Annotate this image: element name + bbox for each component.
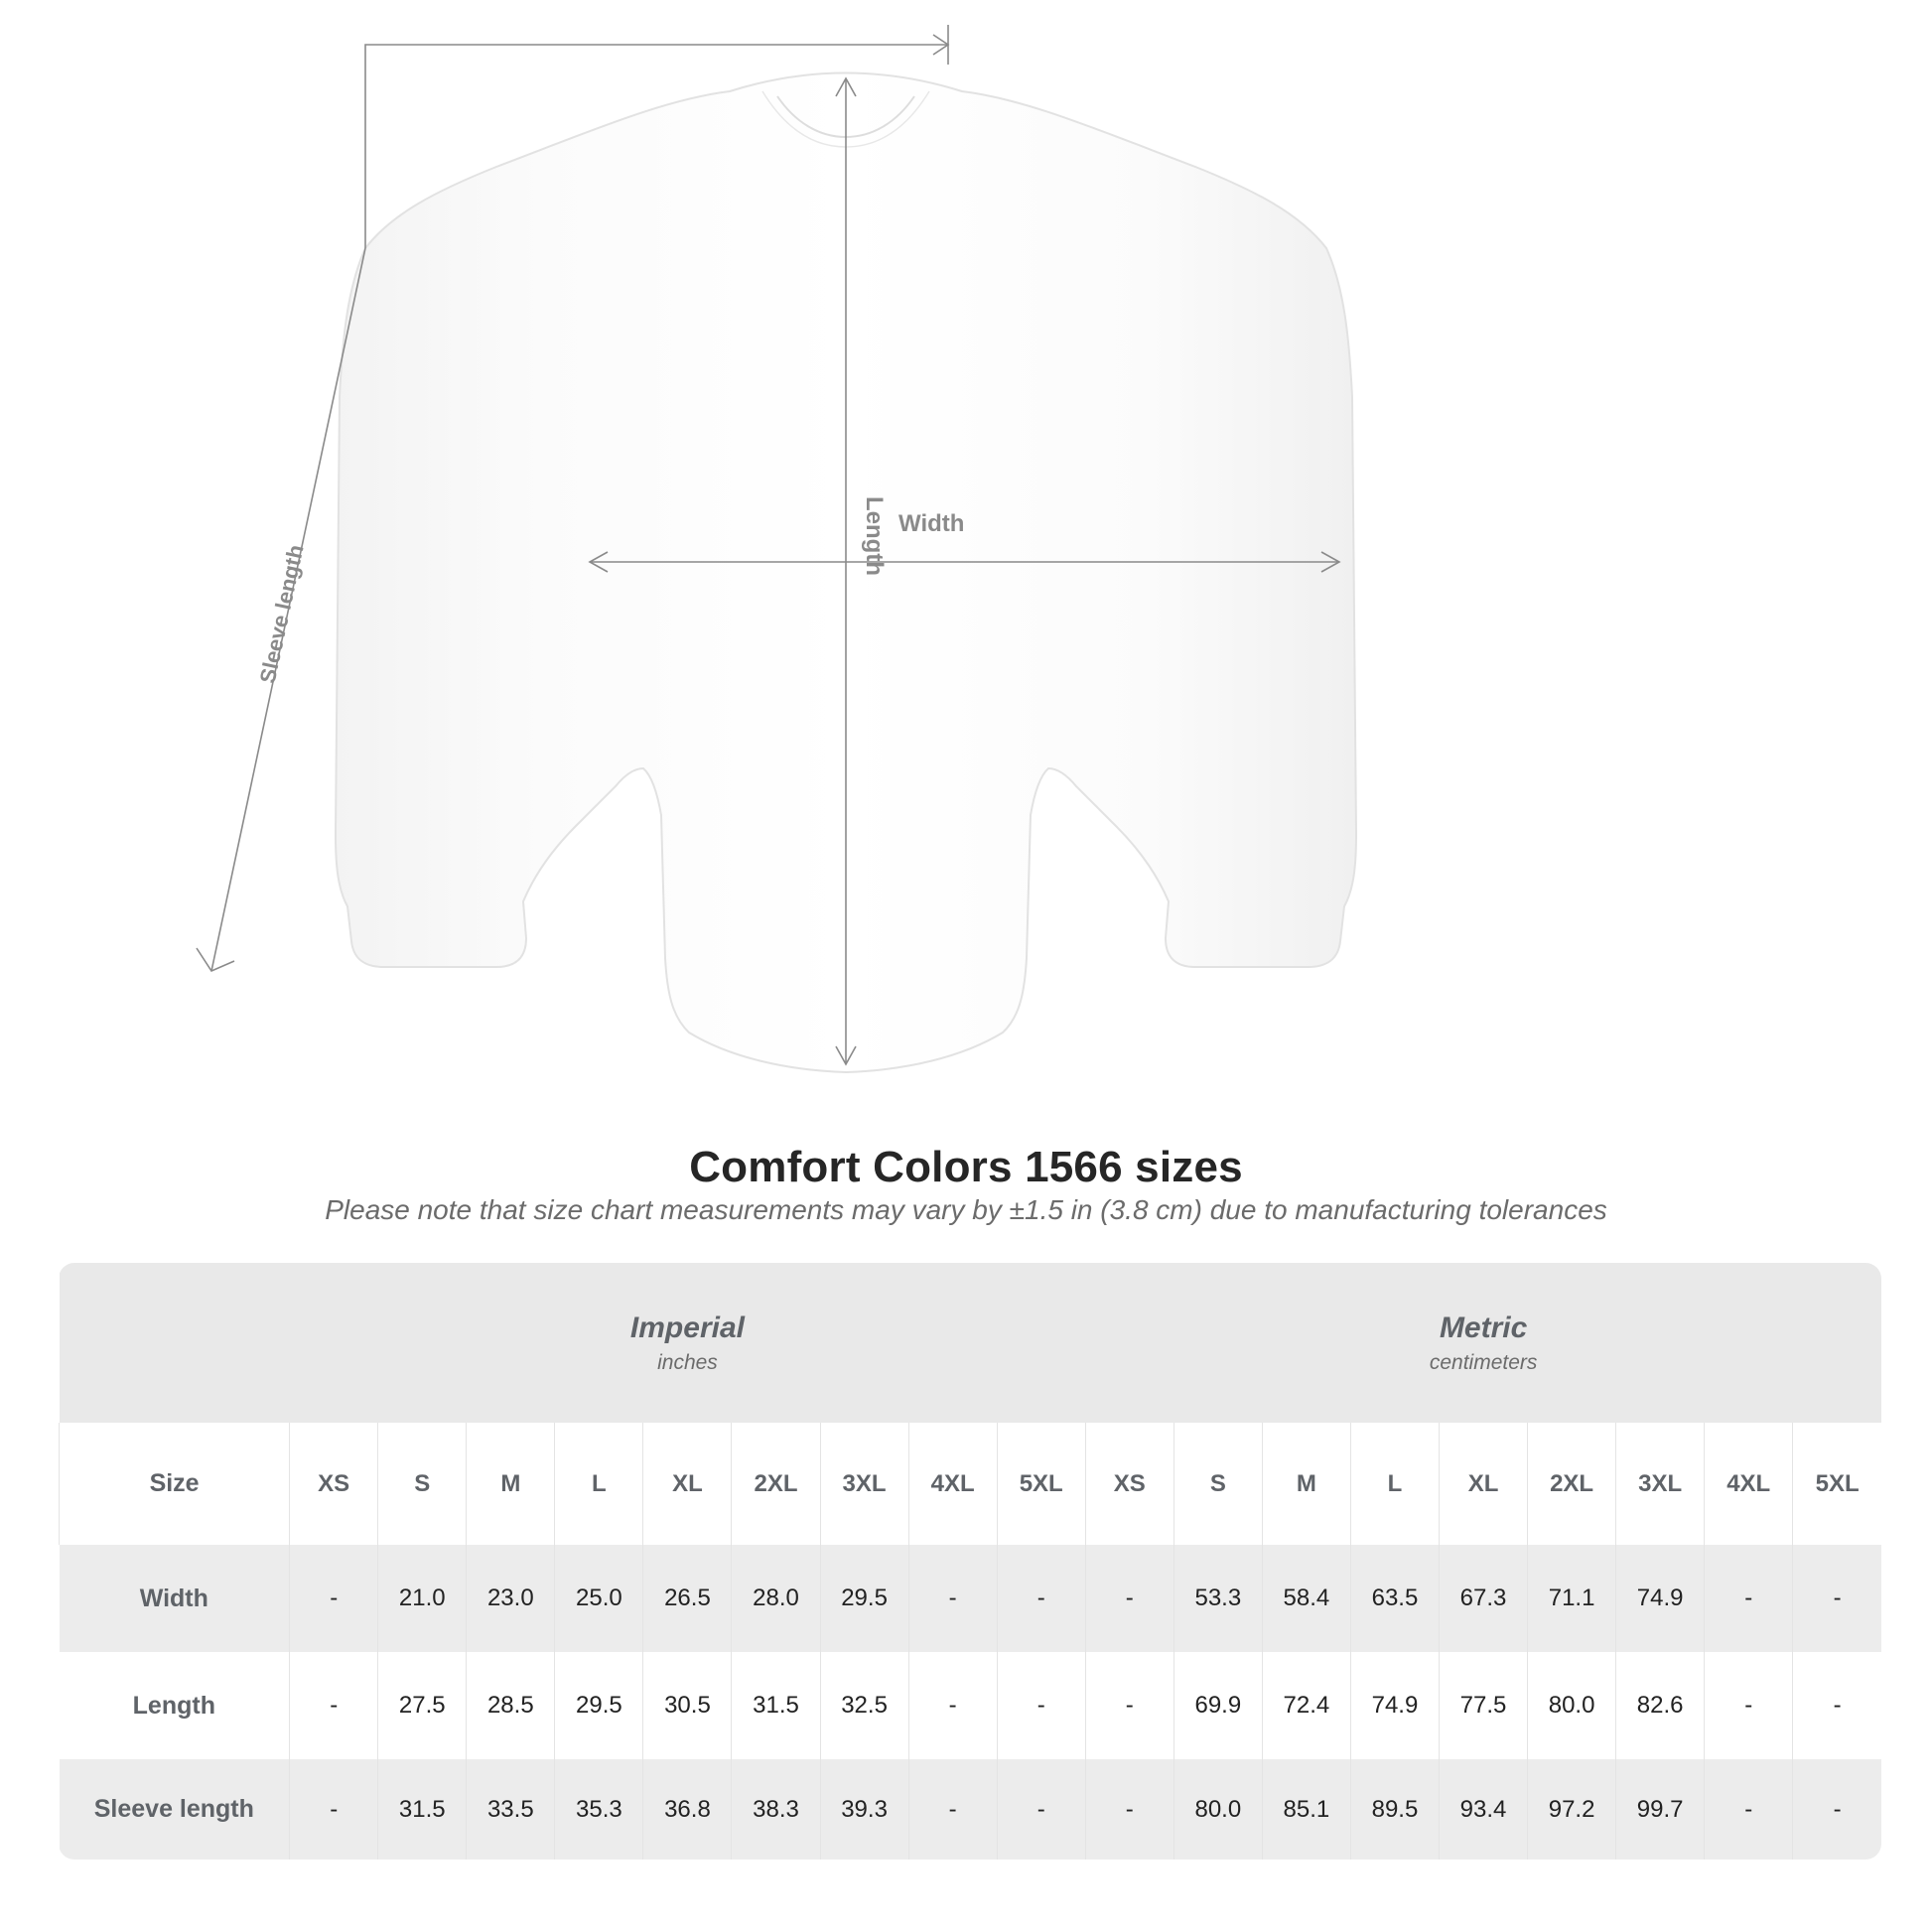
svg-text:Length: Length (861, 496, 888, 576)
svg-text:Sleeve length: Sleeve length (255, 542, 309, 685)
svg-text:Width: Width (898, 510, 964, 537)
